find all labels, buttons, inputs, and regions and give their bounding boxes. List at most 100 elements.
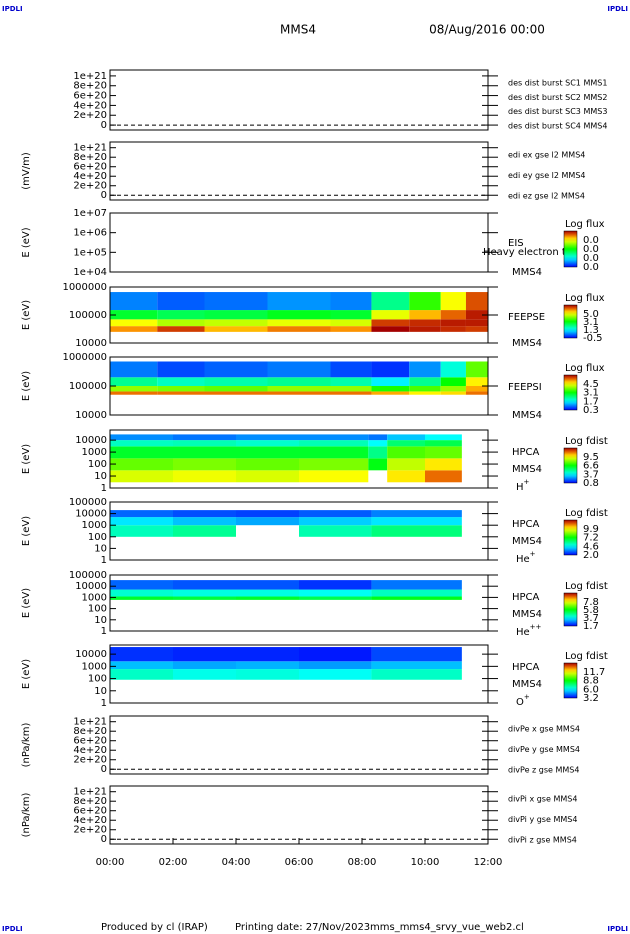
- species-label: O+: [516, 693, 530, 708]
- panel-frame: [109, 141, 489, 201]
- spectrogram-cell: [371, 510, 462, 518]
- spectrogram-cell: [157, 319, 205, 327]
- spectrogram-cell: [330, 377, 372, 386]
- spectrogram-cell: [173, 517, 236, 526]
- y-tick-label: 8e+20: [73, 796, 107, 807]
- spectrogram-cell: [267, 391, 331, 395]
- colorbar-tick-label: 0.0: [583, 253, 599, 264]
- y-tick-label: 1e+05: [73, 247, 107, 258]
- colorbar-tick-label: 1.3: [583, 325, 599, 336]
- y-tick-label: 0: [101, 764, 107, 775]
- colorbar-tick-label: 5.8: [583, 605, 599, 616]
- spectrogram-cell: [173, 525, 236, 537]
- colorbar-tick-label: 11.7: [583, 667, 605, 678]
- spectrogram-cell: [157, 292, 205, 311]
- spacecraft-label: MMS4: [512, 338, 542, 349]
- colorbar-tick-label: 9.5: [583, 452, 599, 463]
- y-tick-label: 1e+07: [73, 208, 107, 219]
- spectrogram-cell: [371, 580, 462, 590]
- spectrogram-cell: [236, 589, 299, 597]
- colorbar-tick-label: 0.8: [583, 478, 599, 489]
- spectrogram-cell: [425, 446, 462, 459]
- y-tick-label: 4e+20: [73, 745, 107, 756]
- spectrogram-cell: [236, 647, 299, 662]
- spacecraft-label: MMS4: [512, 609, 542, 620]
- spectrogram-cell: [299, 580, 372, 590]
- spectrogram-cell: [368, 440, 388, 447]
- y-tick-label: 1000000: [62, 352, 107, 363]
- spectrogram-cell: [267, 319, 331, 327]
- spectrogram-cell: [465, 326, 488, 332]
- y-axis-label: (nPa/km): [21, 723, 32, 768]
- spectrogram-cell: [330, 386, 372, 392]
- spectrogram-cell: [299, 647, 372, 662]
- spectrogram-cell: [409, 326, 441, 332]
- legend-entry: divPe x gse MMS4: [508, 725, 580, 734]
- y-tick-label: 0: [101, 190, 107, 201]
- panel-frame: [109, 429, 489, 489]
- spectrogram-cell: [110, 326, 158, 332]
- spectrogram-cell: [440, 391, 466, 395]
- spectrogram-cell: [267, 386, 331, 392]
- colorbar-tick-label: 0.0: [583, 235, 599, 246]
- colorbar-tick-label: 4.5: [583, 379, 599, 390]
- spectrogram-cell: [330, 361, 372, 378]
- spectrogram-cell: [425, 440, 462, 447]
- colorbar-tick-label: 0.0: [583, 244, 599, 255]
- legend-entry: des dist burst SC1 MMS1: [508, 79, 607, 88]
- y-tick-label: 2e+20: [73, 755, 107, 766]
- spectrogram-cell: [204, 326, 268, 332]
- spectrogram-cell: [368, 434, 388, 441]
- legend-entry: divPi y gse MMS4: [508, 815, 577, 824]
- y-tick-label: 10000: [75, 509, 107, 520]
- y-tick-label: 10000: [75, 435, 107, 446]
- spectrogram-cell: [409, 319, 441, 327]
- y-tick-label: 10000: [75, 338, 107, 349]
- legend-entry: edi ez gse l2 MMS4: [508, 192, 585, 201]
- spectrogram-cell: [440, 310, 466, 320]
- colorbar-title: Log fdist: [565, 508, 608, 519]
- colorbar: [563, 592, 578, 627]
- y-tick-label: 1: [101, 555, 107, 566]
- spectrogram-cell: [173, 434, 236, 441]
- legend-entry: divPi x gse MMS4: [508, 795, 577, 804]
- spectrogram-cell: [173, 596, 236, 600]
- spectrogram-cell: [465, 292, 488, 311]
- colorbar-tick-label: 3.1: [583, 388, 599, 399]
- spectrogram-cell: [299, 470, 369, 483]
- legend-entry: des dist burst SC4 MMS4: [508, 122, 607, 131]
- colorbar-tick-label: 1.7: [583, 621, 599, 632]
- spectrogram-cell: [440, 361, 466, 378]
- spectrogram-cell: [110, 510, 173, 518]
- spectrogram-cell: [173, 510, 236, 518]
- y-axis-label: (mV/m): [21, 152, 32, 190]
- y-axis-label: E (eV): [21, 300, 32, 330]
- spectrogram-cell: [173, 647, 236, 662]
- instrument-label: HPCA: [512, 662, 540, 673]
- spectrogram-cell: [371, 326, 410, 332]
- y-tick-label: 2e+20: [73, 110, 107, 121]
- spectrogram-cell: [157, 386, 205, 392]
- spectrogram-cell: [368, 446, 388, 459]
- footer-file: mms_mms4_srvy_vue_web2.cl: [370, 922, 524, 933]
- colorbar-tick-label: 0.3: [583, 405, 599, 416]
- spacecraft-title: MMS4: [280, 23, 316, 37]
- y-tick-label: 100000: [69, 381, 107, 392]
- spectrogram-cell: [204, 361, 268, 378]
- spectrogram-cell: [204, 391, 268, 395]
- spacecraft-label: MMS4: [512, 679, 542, 690]
- spectrogram-cell: [267, 292, 331, 311]
- spectrogram-cell: [157, 391, 205, 395]
- y-tick-label: 10: [94, 543, 107, 554]
- y-tick-label: 1000: [82, 592, 107, 603]
- spectrogram-cell: [387, 458, 425, 471]
- spectrogram-cell: [371, 310, 410, 320]
- corner-tag: IPDLI: [2, 925, 23, 933]
- colorbar-tick-label: -0.5: [583, 333, 603, 344]
- colorbar-tick-label: 3.7: [583, 613, 599, 624]
- colorbar-title: Log flux: [565, 363, 605, 374]
- spectrogram-cell: [387, 470, 425, 483]
- colorbar: [563, 447, 578, 484]
- x-tick-label: 06:00: [285, 857, 314, 868]
